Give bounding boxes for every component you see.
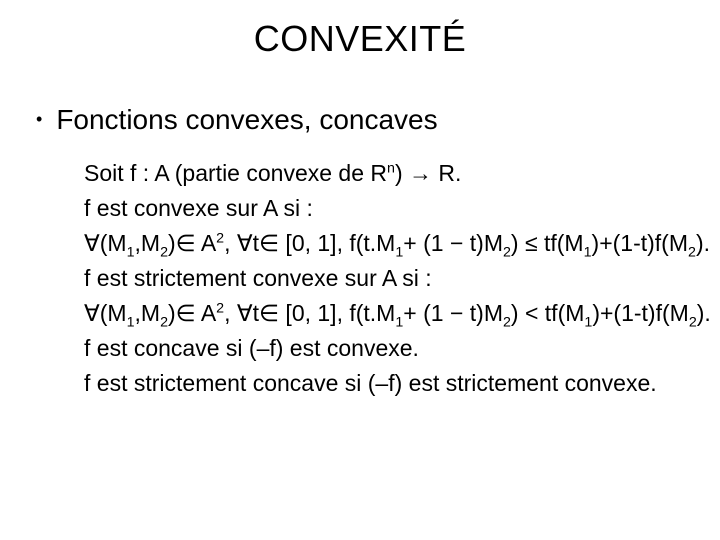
text: )+(1-t)f(M bbox=[592, 230, 688, 256]
text: ,M bbox=[135, 230, 161, 256]
text: ∀(M bbox=[84, 230, 127, 256]
text: )+(1-t)f(M bbox=[592, 300, 688, 326]
text: , ∀t∈ [0, 1], f(t.M bbox=[224, 300, 395, 326]
body-block: Soit f : A (partie convexe de Rn) → R. f… bbox=[84, 156, 686, 401]
text: ,M bbox=[135, 300, 161, 326]
superscript: n bbox=[387, 160, 395, 176]
body-line-7: f est strictement concave si (–f) est st… bbox=[84, 366, 686, 401]
body-line-6: f est concave si (–f) est convexe. bbox=[84, 331, 686, 366]
slide: CONVEXITÉ • Fonctions convexes, concaves… bbox=[0, 0, 720, 540]
subscript: 2 bbox=[503, 245, 511, 261]
bullet-item: • Fonctions convexes, concaves bbox=[34, 104, 686, 136]
bullet-dot-icon: • bbox=[36, 104, 42, 134]
superscript: 2 bbox=[216, 230, 224, 246]
text: ∀(M bbox=[84, 300, 127, 326]
text: ) < tf(M bbox=[511, 300, 584, 326]
subscript: 1 bbox=[127, 245, 135, 261]
body-line-3: ∀(M1,M2)∈ A2, ∀t∈ [0, 1], f(t.M1+ (1 − t… bbox=[84, 226, 686, 261]
text: )∈ A bbox=[168, 230, 216, 256]
subscript: 2 bbox=[160, 315, 168, 331]
subscript: 2 bbox=[688, 245, 696, 261]
subscript: 1 bbox=[584, 245, 592, 261]
text: ). bbox=[696, 230, 710, 256]
body-line-4: f est strictement convexe sur A si : bbox=[84, 261, 686, 296]
subscript: 1 bbox=[127, 315, 135, 331]
subscript: 2 bbox=[503, 315, 511, 331]
text: + (1 − t)M bbox=[403, 230, 503, 256]
bullet-text: Fonctions convexes, concaves bbox=[56, 104, 437, 136]
text: ) → R. bbox=[395, 160, 461, 186]
subscript: 2 bbox=[160, 245, 168, 261]
body-line-5: ∀(M1,M2)∈ A2, ∀t∈ [0, 1], f(t.M1+ (1 − t… bbox=[84, 296, 686, 331]
slide-title: CONVEXITÉ bbox=[34, 18, 686, 60]
body-line-2: f est convexe sur A si : bbox=[84, 191, 686, 226]
text: ) ≤ tf(M bbox=[511, 230, 584, 256]
text: , ∀t∈ [0, 1], f(t.M bbox=[224, 230, 395, 256]
body-line-1: Soit f : A (partie convexe de Rn) → R. bbox=[84, 156, 686, 191]
text: Soit f : A (partie convexe de R bbox=[84, 160, 387, 186]
text: + (1 − t)M bbox=[403, 300, 503, 326]
text: ). bbox=[697, 300, 711, 326]
text: )∈ A bbox=[168, 300, 216, 326]
subscript: 2 bbox=[689, 315, 697, 331]
superscript: 2 bbox=[216, 300, 224, 316]
